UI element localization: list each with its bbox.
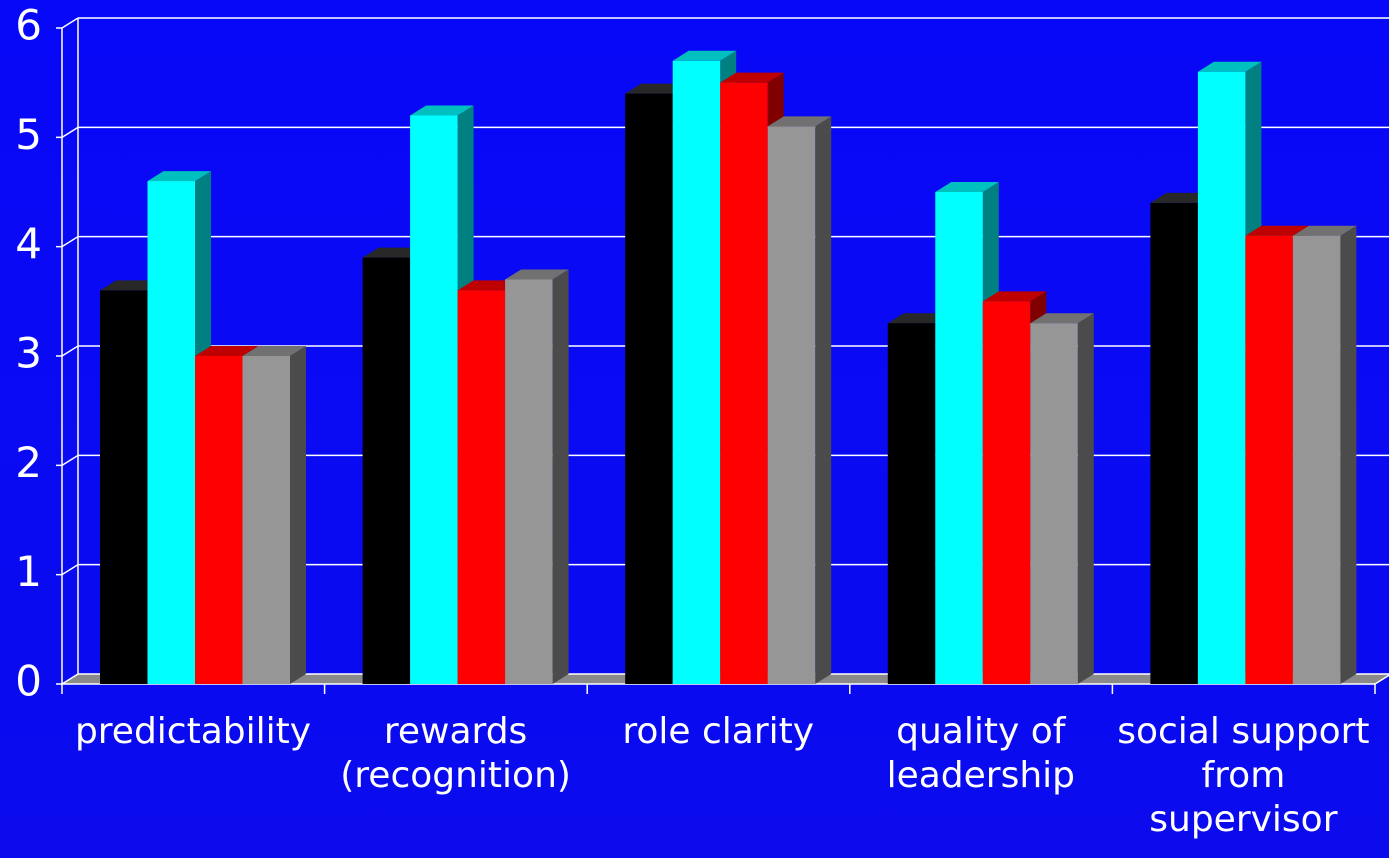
grid-line xyxy=(61,673,79,685)
bar-side xyxy=(1340,225,1357,684)
bar-front xyxy=(1030,323,1078,684)
bar-front xyxy=(457,290,506,684)
bar-front xyxy=(505,279,553,684)
bar xyxy=(242,346,306,684)
y-tick-label: 2 xyxy=(15,438,42,487)
grid-line xyxy=(61,454,79,466)
x-tick-label: quality of leadership xyxy=(886,711,1076,796)
bar-side xyxy=(1077,313,1094,684)
bar-top xyxy=(1292,225,1357,236)
bar-top xyxy=(1030,313,1094,324)
bar-top xyxy=(982,291,1047,302)
bar-side xyxy=(552,269,569,684)
bar-top xyxy=(1197,61,1262,72)
bar-top xyxy=(195,346,259,356)
y-tick-label: 3 xyxy=(15,329,42,378)
grid-line xyxy=(61,17,79,29)
bar-front xyxy=(672,60,721,685)
bar-front xyxy=(767,126,816,684)
floor-edge xyxy=(1374,674,1389,685)
bar-top xyxy=(1245,225,1309,236)
grid-line xyxy=(61,564,79,576)
bar-front xyxy=(147,181,195,685)
y-tick-label: 0 xyxy=(15,657,42,706)
bar-side xyxy=(290,346,306,684)
grid-line xyxy=(61,236,79,248)
bar-top xyxy=(672,50,737,61)
bar-front xyxy=(887,323,936,684)
x-tick-label: social support from supervisor xyxy=(1117,711,1370,840)
bar-front xyxy=(1197,71,1246,684)
bar-front xyxy=(935,192,983,684)
bar-front xyxy=(1292,235,1341,684)
bar xyxy=(1292,225,1357,684)
y-tick-label: 1 xyxy=(15,547,42,596)
bar-front xyxy=(410,115,458,684)
bar-front xyxy=(362,257,411,684)
grid-line xyxy=(61,126,79,138)
bar-front xyxy=(1150,202,1198,684)
y-tick-label: 4 xyxy=(15,219,42,268)
bar-top xyxy=(242,346,306,356)
x-tick-label: rewards (recognition) xyxy=(340,711,571,796)
bar-front xyxy=(242,356,290,684)
bar-top xyxy=(505,269,569,280)
bar-front xyxy=(982,301,1031,684)
bar-top xyxy=(410,105,474,116)
bar-front xyxy=(1245,235,1293,684)
bar-side xyxy=(815,116,832,684)
bar-top xyxy=(720,72,784,83)
bar-top xyxy=(935,182,999,192)
y-tick-label: 5 xyxy=(15,110,42,159)
bar xyxy=(505,269,569,684)
bar-top xyxy=(767,116,832,127)
x-tick-label: predictability xyxy=(74,711,312,752)
bar xyxy=(767,116,832,684)
bar-front xyxy=(625,93,673,685)
bar-top xyxy=(147,171,211,182)
bar-front xyxy=(100,290,148,684)
bar-front xyxy=(720,82,768,684)
x-tick-label: role clarity xyxy=(622,711,815,752)
bar xyxy=(1030,313,1094,684)
bar-front xyxy=(195,356,243,684)
y-tick-label: 6 xyxy=(15,1,42,50)
grid-line xyxy=(61,345,79,357)
